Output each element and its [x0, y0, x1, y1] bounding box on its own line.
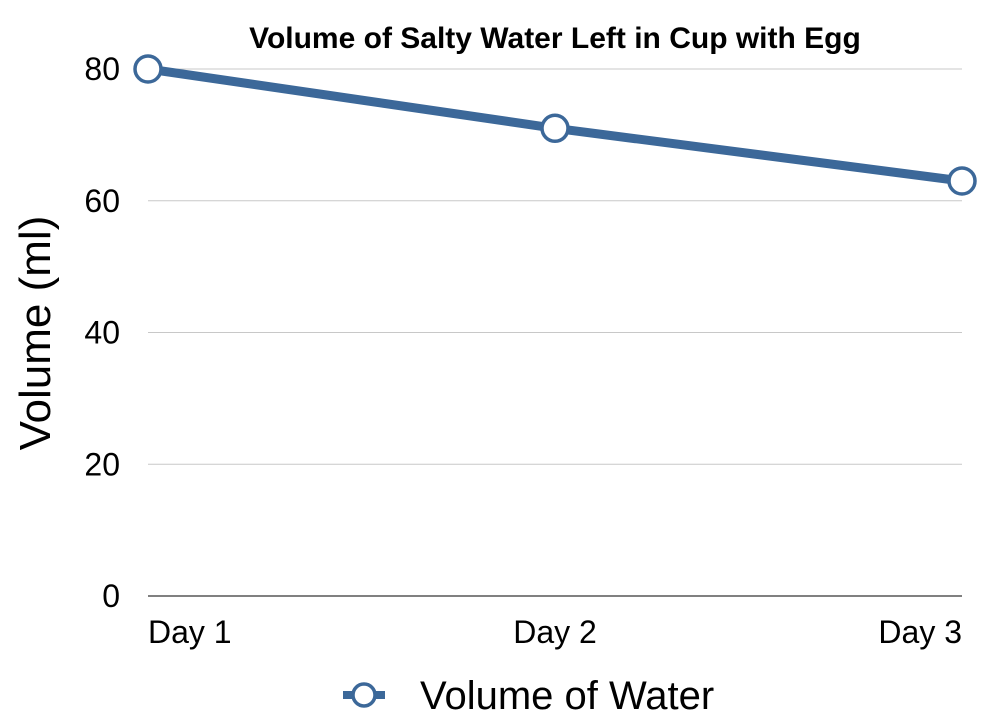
gridlines — [148, 68, 962, 597]
y-tick-label: 20 — [84, 446, 120, 482]
legend-marker-swatch — [351, 682, 377, 708]
x-tick-labels: Day 1 Day 2 Day 3 — [148, 614, 962, 650]
y-tick-labels: 0 20 40 60 80 — [84, 51, 120, 614]
y-tick-label: 0 — [102, 578, 120, 614]
x-tick-label: Day 2 — [513, 614, 597, 650]
data-point-marker — [947, 166, 977, 196]
legend: Volume of Water — [343, 674, 714, 718]
x-tick-label: Day 3 — [878, 614, 962, 650]
chart-title: Volume of Salty Water Left in Cup with E… — [249, 22, 861, 55]
y-tick-label: 80 — [84, 51, 120, 87]
y-tick-label: 40 — [84, 315, 120, 351]
y-axis-label: Volume (ml) — [11, 216, 60, 451]
legend-label: Volume of Water — [420, 674, 714, 718]
data-point-marker — [133, 54, 163, 84]
data-point-marker — [540, 113, 570, 144]
x-tick-label: Day 1 — [148, 614, 232, 650]
y-tick-label: 60 — [84, 183, 120, 219]
series-group — [133, 54, 977, 196]
